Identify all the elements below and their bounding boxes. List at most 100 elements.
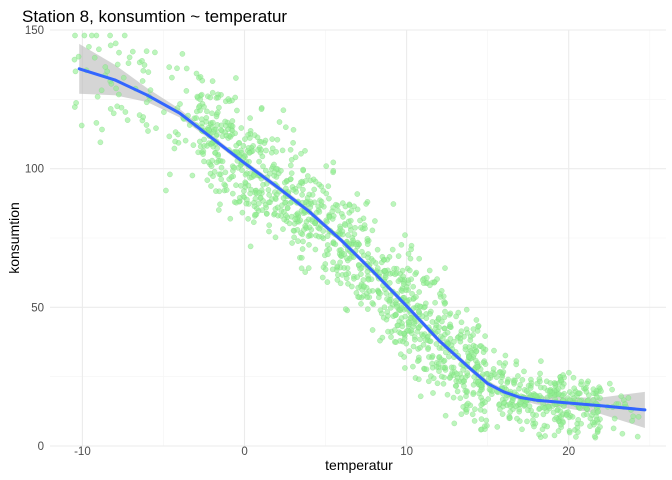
data-point [370, 258, 376, 264]
data-point [441, 325, 448, 332]
data-point [271, 210, 278, 217]
data-point [315, 203, 322, 210]
data-point [218, 122, 225, 129]
data-point [471, 351, 477, 358]
data-point [214, 109, 221, 116]
data-point [569, 391, 576, 398]
data-point [569, 413, 576, 420]
data-point [509, 397, 516, 404]
x-tick-labels: -10 0 10 20 [74, 446, 575, 458]
data-point [232, 130, 238, 137]
data-point [544, 423, 551, 430]
data-point [219, 158, 226, 165]
data-point [305, 265, 312, 271]
data-point [324, 233, 331, 239]
data-point [419, 313, 426, 320]
data-point [213, 159, 220, 166]
data-point [304, 173, 311, 179]
data-point [469, 411, 476, 418]
data-point [461, 378, 468, 385]
data-point [258, 138, 264, 145]
data-point [559, 383, 566, 390]
data-point [102, 64, 109, 70]
data-point [294, 210, 301, 217]
data-point [407, 255, 414, 262]
data-point [440, 364, 446, 371]
data-point [201, 136, 207, 143]
data-point [215, 207, 222, 213]
data-point [245, 182, 252, 189]
data-point [300, 166, 306, 173]
data-point [470, 332, 476, 338]
data-point [507, 408, 514, 415]
data-point [377, 290, 383, 297]
data-point [527, 385, 534, 391]
data-point [593, 394, 600, 401]
data-point [201, 158, 207, 165]
data-point [238, 149, 245, 156]
data-point [318, 183, 325, 190]
data-point [482, 333, 488, 339]
data-point [345, 232, 351, 238]
data-point [256, 190, 263, 196]
data-point [310, 176, 317, 183]
data-point [223, 187, 230, 193]
data-point [365, 254, 371, 261]
data-point [299, 246, 306, 252]
data-point [410, 363, 416, 370]
data-point [329, 266, 336, 273]
data-point [209, 89, 216, 96]
data-point [93, 120, 100, 126]
data-point [436, 354, 443, 360]
data-point [444, 391, 451, 398]
data-point [507, 403, 514, 410]
data-point [347, 223, 353, 229]
data-point [381, 267, 388, 274]
data-point [301, 226, 307, 233]
data-point [533, 412, 540, 419]
data-point [431, 279, 438, 286]
data-point [72, 68, 79, 75]
data-point [323, 163, 330, 169]
data-point [175, 131, 181, 138]
grid [50, 29, 666, 447]
data-point [410, 343, 417, 350]
data-point [483, 371, 490, 377]
data-point [255, 146, 261, 153]
data-point [73, 100, 79, 106]
data-point [458, 411, 465, 418]
data-point [366, 288, 373, 295]
data-point [322, 266, 329, 273]
data-point [618, 393, 625, 400]
data-point [470, 326, 477, 332]
data-point [205, 159, 212, 166]
data-point [436, 345, 443, 351]
data-point [523, 388, 530, 394]
data-point [571, 385, 578, 392]
data-point [455, 309, 462, 316]
data-point [417, 303, 423, 310]
data-point [515, 373, 521, 379]
data-point [354, 206, 361, 213]
data-point [500, 400, 507, 407]
x-tick-label: 20 [562, 446, 575, 458]
data-point [250, 219, 257, 226]
data-point [290, 187, 297, 193]
data-point [427, 311, 433, 317]
data-point [247, 243, 254, 250]
data-point [237, 182, 244, 189]
data-point [557, 377, 564, 384]
data-point [251, 203, 258, 210]
data-point [183, 88, 190, 94]
data-point [139, 78, 146, 84]
data-point [491, 347, 497, 354]
data-point [486, 386, 493, 393]
data-point [94, 93, 101, 100]
data-point [557, 421, 564, 428]
data-point [287, 162, 294, 169]
data-point [287, 176, 294, 182]
data-point [147, 87, 154, 93]
data-point [398, 315, 405, 321]
data-point [521, 403, 528, 409]
